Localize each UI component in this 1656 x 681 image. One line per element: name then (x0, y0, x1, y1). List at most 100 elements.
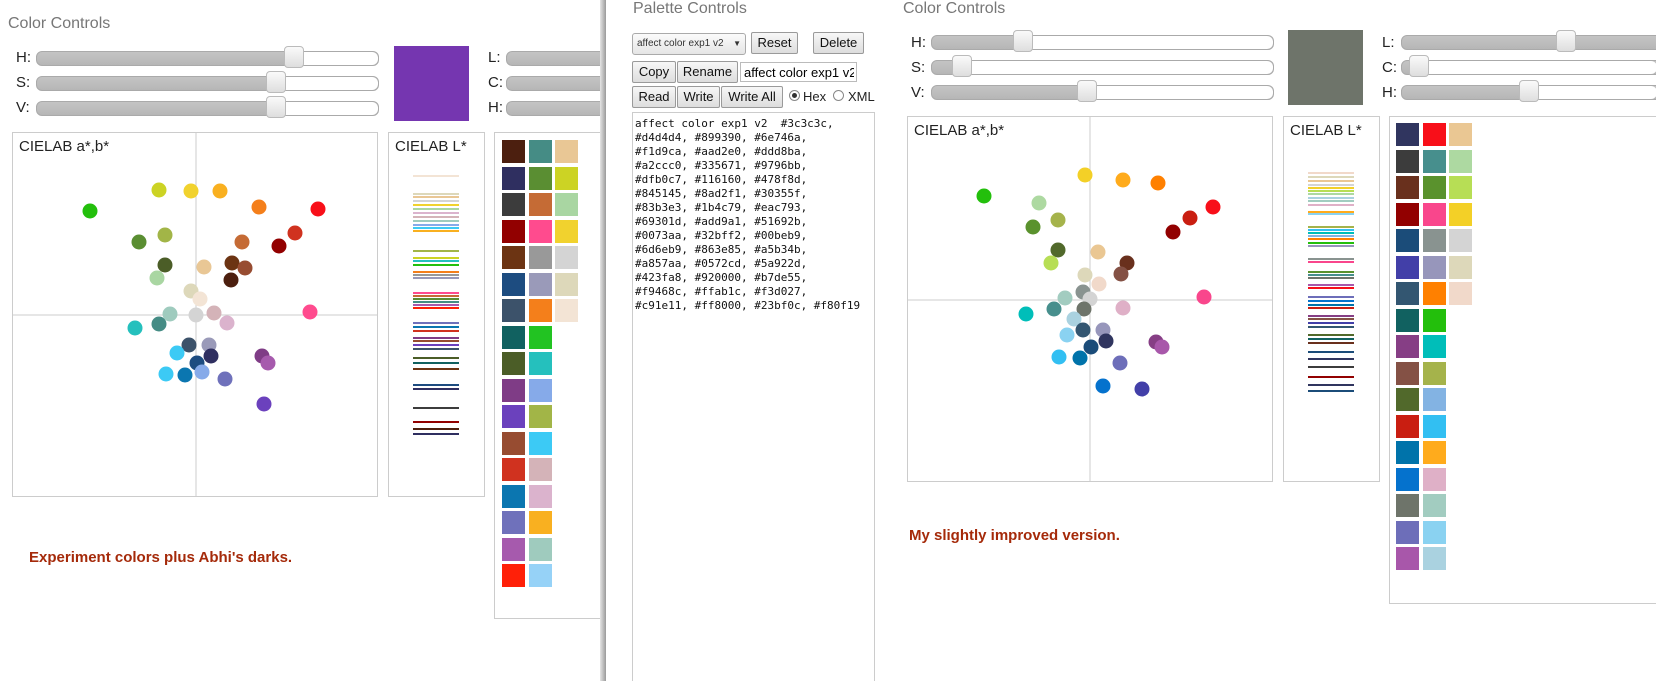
palette-name-input[interactable] (740, 62, 857, 82)
color-swatch[interactable] (502, 272, 525, 296)
color-swatch[interactable] (1396, 202, 1419, 226)
color-swatch[interactable] (528, 352, 552, 375)
right-c-slider-handle[interactable] (1409, 55, 1429, 77)
reset-button[interactable]: Reset (751, 32, 798, 54)
color-swatch[interactable] (528, 405, 552, 428)
color-swatch[interactable] (1449, 255, 1472, 279)
color-swatch[interactable] (502, 405, 525, 428)
color-swatch[interactable] (502, 458, 525, 481)
color-swatch[interactable] (1396, 308, 1419, 332)
color-swatch[interactable] (1422, 494, 1446, 517)
rename-button[interactable]: Rename (677, 61, 738, 83)
left-s-slider-handle[interactable] (266, 71, 286, 93)
color-swatch[interactable] (502, 378, 525, 402)
color-swatch[interactable] (1422, 202, 1446, 226)
color-swatch[interactable] (502, 140, 525, 163)
write-button[interactable]: Write (677, 86, 720, 108)
color-swatch[interactable] (528, 325, 552, 349)
color-swatch[interactable] (1422, 308, 1446, 332)
color-swatch[interactable] (502, 537, 525, 561)
color-swatch[interactable] (528, 299, 552, 322)
hex-radio[interactable] (789, 90, 800, 101)
color-swatch[interactable] (1396, 123, 1419, 146)
color-swatch[interactable] (502, 166, 525, 190)
right-h-slider[interactable] (931, 30, 1274, 52)
read-button[interactable]: Read (632, 86, 676, 108)
right-c-slider[interactable] (1401, 55, 1656, 77)
color-swatch[interactable] (1396, 229, 1419, 252)
color-swatch[interactable] (1396, 388, 1419, 411)
color-swatch[interactable] (1422, 520, 1446, 544)
color-swatch[interactable] (555, 299, 578, 322)
color-swatch[interactable] (1449, 176, 1472, 199)
right-l-slider[interactable] (1401, 30, 1656, 52)
palette-select[interactable]: affect color exp1 v2 ▼ (632, 33, 746, 55)
right-s-slider[interactable] (931, 55, 1274, 77)
write-all-button[interactable]: Write All (721, 86, 783, 108)
left-s-slider[interactable] (36, 71, 379, 93)
color-swatch[interactable] (502, 352, 525, 375)
color-swatch[interactable] (528, 166, 552, 190)
color-swatch[interactable] (1396, 282, 1419, 305)
color-swatch[interactable] (1449, 202, 1472, 226)
color-swatch[interactable] (528, 140, 552, 163)
color-swatch[interactable] (1396, 361, 1419, 385)
left-v-slider[interactable] (36, 96, 379, 118)
palette-code-textarea[interactable]: affect color exp1 v2 #3c3c3c, #d4d4d4, #… (632, 112, 875, 681)
color-swatch[interactable] (528, 378, 552, 402)
color-swatch[interactable] (1396, 414, 1419, 438)
color-swatch[interactable] (1396, 255, 1419, 279)
right-v-slider[interactable] (931, 80, 1274, 102)
color-swatch[interactable] (1396, 494, 1419, 517)
color-swatch[interactable] (528, 219, 552, 243)
color-swatch[interactable] (1422, 149, 1446, 173)
color-swatch[interactable] (1422, 414, 1446, 438)
delete-button[interactable]: Delete (813, 32, 864, 54)
color-swatch[interactable] (1449, 149, 1472, 173)
color-swatch[interactable] (1422, 282, 1446, 305)
color-swatch[interactable] (502, 511, 525, 534)
color-swatch[interactable] (1422, 123, 1446, 146)
color-swatch[interactable] (502, 246, 525, 269)
color-swatch[interactable] (555, 219, 578, 243)
right-v-slider-handle[interactable] (1077, 80, 1097, 102)
color-swatch[interactable] (528, 193, 552, 216)
color-swatch[interactable] (528, 246, 552, 269)
color-swatch[interactable] (555, 246, 578, 269)
right-h2-slider[interactable] (1401, 80, 1656, 102)
color-swatch[interactable] (1422, 441, 1446, 464)
color-swatch[interactable] (1396, 335, 1419, 358)
right-h2-slider-handle[interactable] (1519, 80, 1539, 102)
right-l-slider-handle[interactable] (1556, 30, 1576, 52)
color-swatch[interactable] (1396, 176, 1419, 199)
color-swatch[interactable] (1422, 176, 1446, 199)
color-swatch[interactable] (502, 325, 525, 349)
right-s-slider-handle[interactable] (952, 55, 972, 77)
color-swatch[interactable] (1422, 361, 1446, 385)
color-swatch[interactable] (1449, 123, 1472, 146)
color-swatch[interactable] (1422, 229, 1446, 252)
color-swatch[interactable] (1422, 547, 1446, 570)
color-swatch[interactable] (555, 166, 578, 190)
color-swatch[interactable] (502, 484, 525, 508)
color-swatch[interactable] (528, 511, 552, 534)
color-swatch[interactable] (1396, 520, 1419, 544)
color-swatch[interactable] (502, 564, 525, 587)
color-swatch[interactable] (528, 458, 552, 481)
color-swatch[interactable] (1396, 149, 1419, 173)
color-swatch[interactable] (528, 484, 552, 508)
color-swatch[interactable] (555, 140, 578, 163)
xml-radio[interactable] (833, 90, 844, 101)
color-swatch[interactable] (1422, 388, 1446, 411)
color-swatch[interactable] (1396, 441, 1419, 464)
left-h-slider-handle[interactable] (284, 46, 304, 68)
left-v-slider-handle[interactable] (266, 96, 286, 118)
right-h-slider-handle[interactable] (1013, 30, 1033, 52)
copy-button[interactable]: Copy (632, 61, 676, 83)
color-swatch[interactable] (528, 537, 552, 561)
color-swatch[interactable] (502, 219, 525, 243)
color-swatch[interactable] (528, 564, 552, 587)
color-swatch[interactable] (1422, 255, 1446, 279)
color-swatch[interactable] (1396, 467, 1419, 491)
color-swatch[interactable] (528, 431, 552, 455)
